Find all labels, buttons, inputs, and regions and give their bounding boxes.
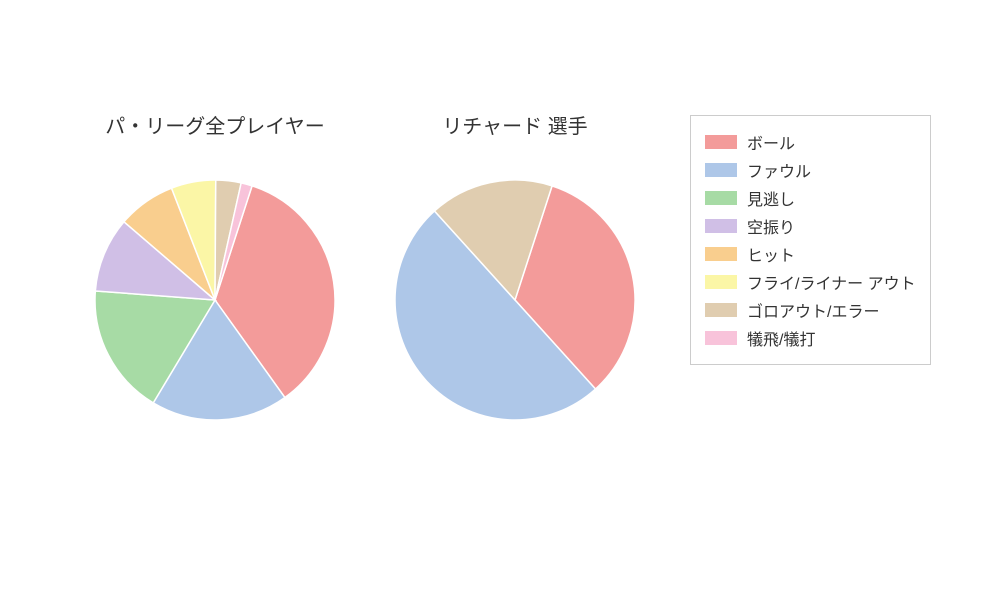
- legend-swatch: [705, 331, 737, 345]
- slice-label-ground: 16.7: [482, 217, 517, 238]
- legend-swatch: [705, 191, 737, 205]
- legend-swatch: [705, 303, 737, 317]
- chart-title: リチャード 選手: [385, 110, 645, 139]
- slice-label-ball: 33.3: [570, 274, 605, 295]
- legend-item-swing: 空振り: [705, 214, 916, 238]
- pie-slice-foul: [395, 211, 595, 420]
- pie-slice-look: [95, 291, 215, 403]
- pie-slice-foul: [153, 300, 285, 420]
- legend-item-hit: ヒット: [705, 242, 916, 266]
- pie-slice-sac: [215, 183, 252, 300]
- legend-label: ヒット: [747, 242, 795, 266]
- pie-slice-hit: [124, 188, 215, 300]
- legend-swatch: [705, 135, 737, 149]
- slice-label-look: 17.6: [131, 324, 166, 345]
- slice-label-foul: 18.5: [201, 364, 236, 385]
- legend-item-ball: ボール: [705, 130, 916, 154]
- slice-label-ball: 35.1: [271, 278, 306, 299]
- legend-label: 犠飛/犠打: [747, 326, 815, 350]
- legend-swatch: [705, 219, 737, 233]
- legend-item-ground: ゴロアウト/エラー: [705, 298, 916, 322]
- legend-label: フライ/ライナー アウト: [747, 270, 916, 294]
- pie-slice-fly: [172, 180, 216, 300]
- legend-item-look: 見逃し: [705, 186, 916, 210]
- chart-title: パ・リーグ全プレイヤー: [85, 110, 345, 139]
- legend-swatch: [705, 275, 737, 289]
- slice-label-swing: 10.1: [129, 261, 164, 282]
- legend-label: 空振り: [747, 214, 795, 238]
- legend-label: ボール: [747, 130, 795, 154]
- legend-item-foul: ファウル: [705, 158, 916, 182]
- legend-label: ゴロアウト/エラー: [747, 298, 879, 322]
- chart-container: パ・リーグ全プレイヤー 35.1 18.5 17.6 10.1 リチャード 選手 33.3 5…: [0, 0, 1000, 600]
- pie-slice-ground: [215, 180, 241, 300]
- legend-swatch: [705, 247, 737, 261]
- legend-label: 見逃し: [747, 186, 795, 210]
- legend: ボールファウル見逃し空振りヒットフライ/ライナー アウトゴロアウト/エラー犠飛/…: [690, 115, 931, 365]
- legend-swatch: [705, 163, 737, 177]
- legend-item-sac: 犠飛/犠打: [705, 326, 916, 350]
- legend-item-fly: フライ/ライナー アウト: [705, 270, 916, 294]
- pie-slice-ground: [435, 180, 553, 300]
- slice-label-foul: 50.0: [442, 339, 477, 360]
- legend-label: ファウル: [747, 158, 811, 182]
